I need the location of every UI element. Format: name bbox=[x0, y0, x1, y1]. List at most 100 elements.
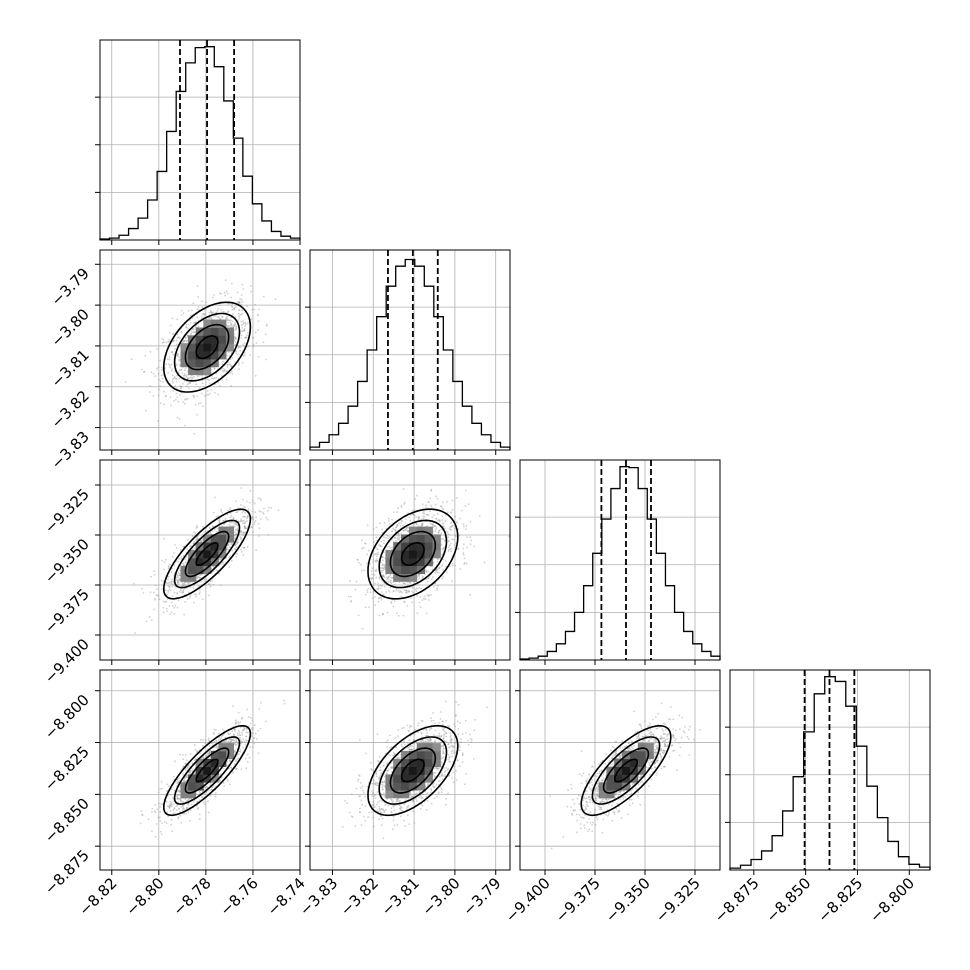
scatter-point bbox=[469, 543, 472, 546]
scatter-point bbox=[437, 567, 440, 570]
density-cell bbox=[188, 343, 197, 352]
scatter-point bbox=[156, 367, 158, 370]
density-cell bbox=[408, 550, 418, 559]
scatter-point bbox=[158, 816, 161, 819]
scatter-point bbox=[382, 574, 384, 577]
scatter-point bbox=[220, 735, 223, 738]
scatter-point bbox=[245, 735, 247, 738]
scatter-point bbox=[381, 567, 383, 569]
scatter-point bbox=[441, 519, 443, 522]
scatter-point bbox=[204, 739, 207, 741]
scatter-point bbox=[225, 740, 227, 742]
scatter-point bbox=[371, 573, 373, 576]
scatter-point bbox=[192, 394, 195, 397]
scatter-point bbox=[173, 552, 175, 554]
scatter-point bbox=[227, 544, 229, 546]
scatter-point bbox=[184, 581, 187, 584]
density-cell bbox=[195, 557, 204, 567]
scatter-point bbox=[253, 521, 256, 524]
scatter-point bbox=[185, 326, 188, 329]
scatter-point bbox=[222, 360, 225, 363]
scatter-point bbox=[421, 575, 424, 578]
scatter-point bbox=[246, 708, 249, 711]
scatter-point bbox=[231, 542, 233, 545]
density-cell bbox=[226, 327, 234, 336]
contour-level-3 bbox=[400, 542, 425, 566]
scatter-point bbox=[165, 601, 168, 603]
scatter-point bbox=[230, 323, 233, 325]
scatter-point bbox=[243, 740, 246, 743]
scatter-point bbox=[430, 488, 433, 491]
scatter-point bbox=[208, 527, 211, 529]
scatter-point bbox=[207, 811, 210, 814]
scatter-point bbox=[221, 728, 224, 731]
scatter-point bbox=[201, 744, 204, 747]
scatter-point bbox=[238, 302, 241, 305]
scatter-point bbox=[411, 587, 414, 590]
scatter-point bbox=[172, 400, 175, 402]
scatter-point bbox=[441, 564, 444, 566]
scatter-point bbox=[203, 531, 205, 534]
scatter-point bbox=[168, 356, 171, 359]
scatter-point bbox=[232, 771, 235, 774]
panel-frame bbox=[729, 669, 931, 871]
scatter-point bbox=[250, 318, 253, 320]
scatter-point bbox=[416, 612, 419, 615]
scatter-point bbox=[171, 380, 174, 382]
scatter-point bbox=[215, 516, 218, 518]
scatter-point bbox=[149, 591, 152, 594]
density-cell bbox=[188, 351, 197, 360]
scatter-point bbox=[212, 311, 215, 314]
scatter-point bbox=[183, 369, 186, 372]
scatter-point bbox=[197, 806, 200, 809]
scatter-point bbox=[240, 298, 243, 301]
scatter-point bbox=[379, 545, 382, 548]
scatter-point bbox=[153, 591, 155, 594]
scatter-point bbox=[182, 401, 184, 403]
scatter-point bbox=[235, 511, 238, 514]
scatter-point bbox=[191, 374, 193, 377]
scatter-point bbox=[366, 591, 369, 594]
scatter-point bbox=[358, 561, 360, 564]
scatter-point bbox=[176, 573, 178, 576]
scatter-point bbox=[242, 522, 244, 525]
scatter-point bbox=[215, 311, 218, 314]
scatter-point bbox=[183, 339, 186, 342]
density-cell bbox=[401, 550, 410, 559]
density-cell bbox=[424, 542, 433, 551]
scatter-point bbox=[221, 379, 224, 382]
scatter-point bbox=[431, 565, 433, 568]
scatter-point bbox=[389, 523, 391, 525]
scatter-point bbox=[234, 322, 237, 324]
scatter-point bbox=[241, 511, 244, 514]
scatter-point bbox=[385, 591, 388, 593]
scatter-point bbox=[182, 584, 185, 586]
scatter-point bbox=[386, 611, 389, 614]
scatter-point bbox=[398, 533, 400, 536]
scatter-point bbox=[440, 532, 443, 535]
scatter-point bbox=[231, 549, 234, 552]
scatter-point bbox=[183, 779, 186, 782]
scatter-point bbox=[244, 527, 247, 529]
scatter-point bbox=[189, 586, 192, 588]
scatter-point bbox=[363, 569, 366, 571]
scatter-point bbox=[134, 632, 137, 634]
scatter-point bbox=[208, 594, 211, 597]
scatter-point bbox=[257, 523, 260, 525]
scatter-point bbox=[404, 522, 407, 524]
scatter-point bbox=[186, 539, 189, 541]
scatter-point bbox=[375, 553, 378, 556]
scatter-point bbox=[243, 519, 245, 522]
scatter-point bbox=[173, 376, 176, 378]
scatter-point bbox=[168, 585, 171, 588]
scatter-point bbox=[416, 523, 418, 526]
scatter-point bbox=[256, 313, 259, 316]
scatter-point bbox=[165, 822, 168, 824]
scatter-point bbox=[157, 594, 159, 597]
scatter-point bbox=[217, 393, 219, 396]
scatter-point bbox=[238, 301, 241, 303]
scatter-point bbox=[241, 326, 244, 329]
scatter-point bbox=[179, 753, 182, 756]
scatter-point bbox=[392, 590, 395, 593]
scatter-point bbox=[234, 323, 237, 326]
